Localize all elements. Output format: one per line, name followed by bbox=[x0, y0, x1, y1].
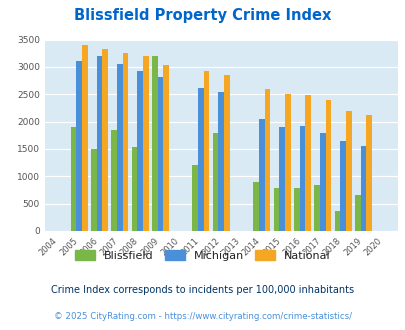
Bar bbox=[91, 149, 96, 231]
Bar bbox=[339, 141, 345, 231]
Text: Crime Index corresponds to incidents per 100,000 inhabitants: Crime Index corresponds to incidents per… bbox=[51, 285, 354, 295]
Bar bbox=[203, 71, 209, 231]
Bar bbox=[198, 88, 203, 231]
Bar bbox=[305, 95, 310, 231]
Bar bbox=[354, 195, 360, 231]
Bar bbox=[102, 49, 108, 231]
Bar bbox=[143, 56, 148, 231]
Bar bbox=[334, 211, 339, 231]
Text: © 2025 CityRating.com - https://www.cityrating.com/crime-statistics/: © 2025 CityRating.com - https://www.city… bbox=[54, 312, 351, 321]
Bar bbox=[345, 111, 351, 231]
Bar bbox=[325, 100, 330, 231]
Bar bbox=[157, 77, 163, 231]
Bar bbox=[212, 133, 218, 231]
Bar bbox=[319, 133, 325, 231]
Bar bbox=[163, 65, 168, 231]
Bar bbox=[284, 94, 290, 231]
Bar bbox=[258, 119, 264, 231]
Bar bbox=[117, 64, 122, 231]
Bar bbox=[137, 71, 143, 231]
Bar bbox=[96, 56, 102, 231]
Bar bbox=[293, 188, 299, 231]
Bar bbox=[253, 182, 258, 231]
Bar bbox=[192, 165, 198, 231]
Legend: Blissfield, Michigan, National: Blissfield, Michigan, National bbox=[72, 247, 333, 264]
Bar bbox=[365, 115, 371, 231]
Bar bbox=[360, 146, 365, 231]
Bar bbox=[224, 75, 229, 231]
Bar bbox=[82, 45, 87, 231]
Bar bbox=[70, 127, 76, 231]
Bar bbox=[273, 188, 279, 231]
Bar bbox=[313, 184, 319, 231]
Bar bbox=[299, 126, 305, 231]
Bar bbox=[122, 53, 128, 231]
Bar bbox=[218, 92, 224, 231]
Bar bbox=[76, 61, 82, 231]
Bar bbox=[111, 130, 117, 231]
Bar bbox=[279, 127, 284, 231]
Text: Blissfield Property Crime Index: Blissfield Property Crime Index bbox=[74, 8, 331, 23]
Bar bbox=[131, 147, 137, 231]
Bar bbox=[264, 89, 270, 231]
Bar bbox=[151, 56, 157, 231]
